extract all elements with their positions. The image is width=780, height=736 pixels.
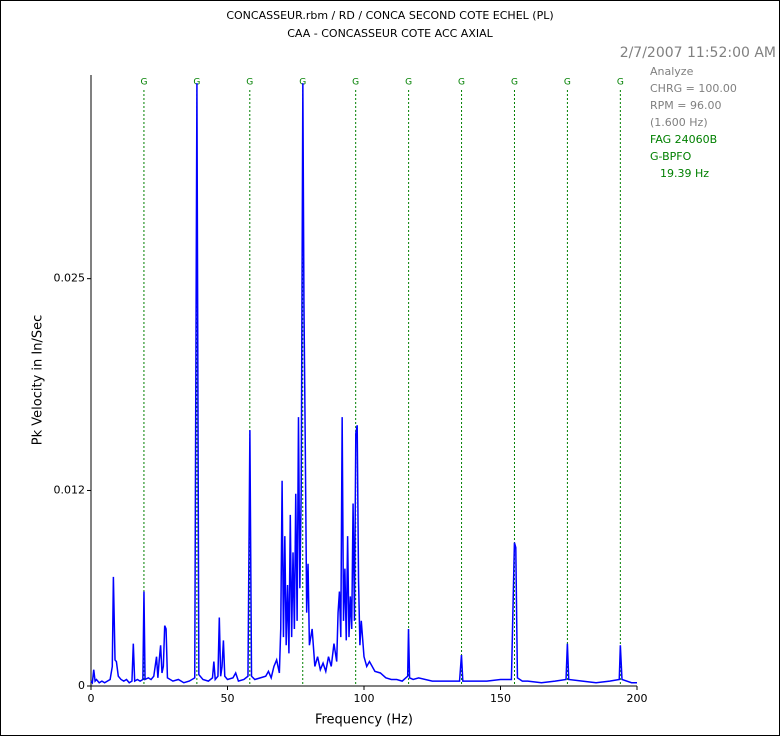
info-line: RPM = 96.00	[650, 99, 721, 112]
fault-line: FAG 24060B	[650, 133, 717, 146]
marker-label: G	[564, 78, 571, 88]
x-axis-label: Frequency (Hz)	[315, 713, 413, 728]
info-line: Analyze	[650, 65, 694, 78]
info-line: CHRG = 100.00	[650, 82, 737, 95]
timestamp: 2/7/2007 11:52:00 AM	[620, 45, 776, 61]
fault-line: G-BPFO	[650, 150, 692, 163]
marker-label: G	[405, 78, 412, 88]
x-tick-label: 150	[490, 692, 511, 705]
x-tick-label: 0	[88, 692, 95, 705]
marker-label: G	[352, 78, 359, 88]
chart-subtitle: CAA - CONCASSEUR COTE ACC AXIAL	[287, 27, 493, 40]
marker-label: G	[140, 78, 147, 88]
x-tick-label: 200	[627, 692, 648, 705]
spectrum-line	[90, 83, 637, 685]
marker-label: G	[246, 78, 253, 88]
info-line: (1.600 Hz)	[650, 116, 708, 129]
marker-label: G	[617, 78, 624, 88]
y-tick-label: 0.025	[54, 272, 86, 285]
x-tick-label: 50	[221, 692, 235, 705]
x-tick-label: 100	[354, 692, 375, 705]
y-axis-label: Pk Velocity in In/Sec	[31, 315, 46, 445]
y-tick-label: 0.012	[54, 483, 86, 496]
marker-label: G	[511, 78, 518, 88]
fault-line: 19.39 Hz	[660, 167, 709, 180]
marker-label: G	[299, 78, 306, 88]
chart-title: CONCASSEUR.rbm / RD / CONCA SECOND COTE …	[226, 9, 553, 22]
y-tick-label: 0	[78, 679, 85, 692]
marker-label: G	[458, 78, 465, 88]
marker-label: G	[193, 78, 200, 88]
